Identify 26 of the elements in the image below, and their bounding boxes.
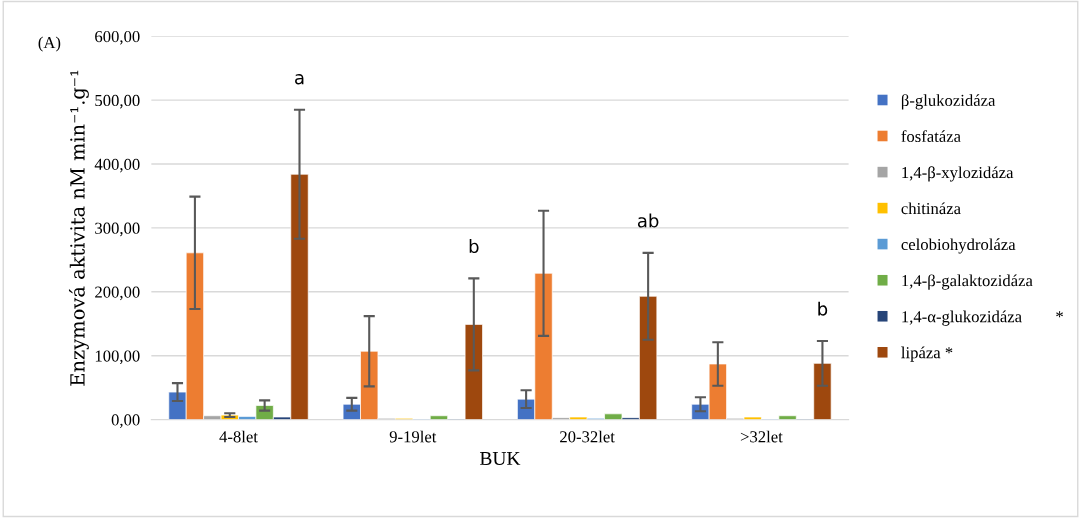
y-tick-label: 500,00: [95, 94, 140, 109]
x-axis-title: BUK: [479, 452, 521, 466]
legend-label: fosfatáza: [901, 130, 961, 143]
legend-label: 1,4-α-glukozidáza *: [902, 310, 1063, 326]
legend-label: 1,4-β-galaktozidáza: [902, 274, 1033, 290]
y-tick-label: 400,00: [94, 158, 140, 173]
legend-label: β-glukozidáza: [901, 94, 996, 110]
y-tick-label: 300,00: [95, 222, 140, 237]
annotation: a: [295, 74, 304, 85]
annotation: b: [469, 239, 479, 254]
y-tick-label: 0,00: [111, 414, 140, 428]
y-axis-title: Enzymová aktivita nM min⁻¹.g⁻¹: [68, 70, 89, 386]
x-tick-label: 20-32let: [560, 430, 615, 443]
legend-label: 1,4-β-xylozidáza: [902, 166, 1014, 182]
legend-label: chitináza: [901, 202, 961, 215]
x-tick-label: 9-19let: [389, 430, 437, 443]
text: (A): [38, 36, 61, 52]
x-tick-label: 4-8let: [219, 430, 258, 443]
annotation: b: [818, 301, 828, 316]
annotation: ab: [637, 213, 659, 228]
legend-label: celobiohydroláza: [901, 238, 1016, 254]
y-tick-label: 100,00: [95, 350, 140, 365]
x-tick-label: >32let: [740, 430, 783, 443]
y-tick-label: 600,00: [95, 30, 140, 45]
y-tick-label: 200,00: [95, 286, 140, 301]
legend-label: lipáza *: [901, 346, 953, 362]
